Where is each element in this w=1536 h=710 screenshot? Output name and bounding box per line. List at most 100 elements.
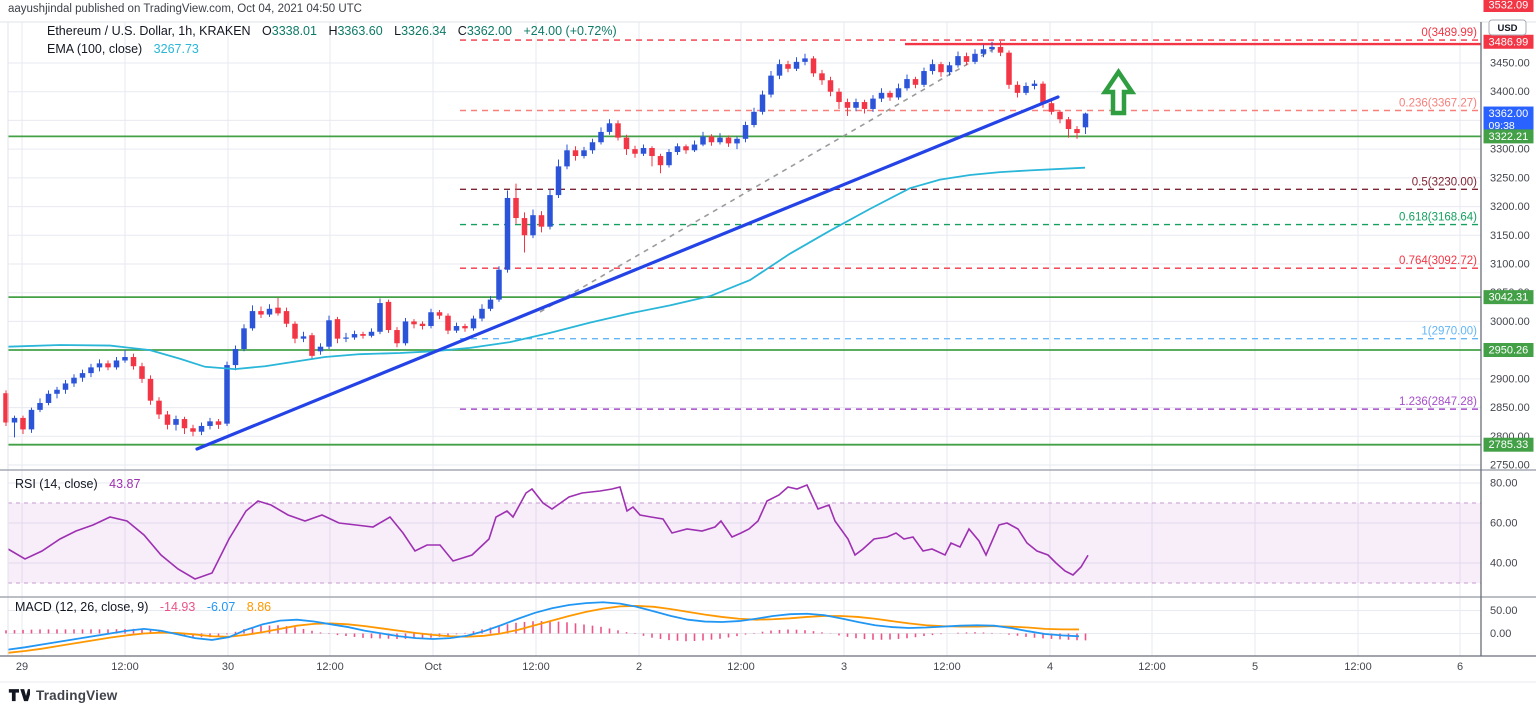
rsi-tick-label: 40.00 (1490, 558, 1518, 570)
time-tick-label: 3 (841, 661, 847, 673)
price-tick-label: 3300.00 (1490, 144, 1530, 156)
candle-body (139, 366, 145, 379)
time-tick-label: 29 (16, 661, 28, 673)
candle-body (836, 91, 842, 103)
time-tick-label: 2 (636, 661, 642, 673)
candle-body (249, 311, 256, 329)
time-tick-label: 12:00 (727, 661, 755, 673)
candle-body (96, 363, 103, 368)
candle-body (11, 417, 18, 423)
currency-toggle[interactable]: USD (1488, 19, 1527, 36)
candle-body (54, 389, 60, 394)
candle-body (181, 419, 188, 429)
candle-body (751, 111, 757, 126)
ema-legend[interactable]: EMA (100, close) 3267.73 (47, 42, 199, 56)
ohlc-high-key: H (328, 24, 338, 38)
candle-body (887, 92, 893, 98)
tradingview-logo[interactable]: TradingView (8, 687, 117, 703)
candle-body (147, 378, 154, 401)
time-tick-label: 12:00 (1344, 661, 1372, 673)
candle-body (283, 311, 290, 324)
candle-body (606, 123, 613, 132)
candle-body (317, 346, 324, 352)
price-badge-text: 3322.21 (1489, 131, 1529, 143)
candle-body (674, 146, 681, 153)
price-badge-text: 2950.26 (1489, 344, 1529, 356)
ohlc-low-value: 3326.34 (401, 24, 447, 38)
macd-label: MACD (12, 26, close, 9) (15, 600, 149, 614)
candle-body (598, 131, 604, 143)
candle-body (742, 125, 749, 139)
rsi-legend[interactable]: RSI (14, close) 43.87 (15, 477, 140, 491)
candle-body (351, 334, 358, 338)
rsi-band (8, 502, 1481, 584)
candle-body (776, 64, 783, 76)
symbol-legend[interactable]: Ethereum / U.S. Dollar, 1h, KRAKEN O3338… (47, 24, 617, 38)
candle-body (878, 92, 885, 99)
time-axis[interactable]: 29 12:00 30 12:00 Oct 12:00 2 12:00 3 12:00 4 12:00… (16, 661, 1463, 673)
candle-body (504, 197, 511, 270)
ema-value: 3267.73 (153, 42, 199, 56)
candle-body (819, 73, 825, 81)
candle-body (266, 308, 273, 315)
candle-body (232, 348, 239, 366)
candle-body (564, 150, 570, 167)
candle-body (402, 321, 409, 344)
partial-price-badge (1483, 0, 1534, 12)
trendline-support[interactable] (195, 95, 1060, 451)
trendline-dashed[interactable] (539, 46, 998, 313)
candle-body (173, 419, 179, 425)
candle-body (368, 331, 375, 336)
candle-body (88, 367, 94, 374)
candle-body (785, 64, 791, 69)
candle-body (989, 46, 995, 50)
up-arrow-annotation[interactable] (1100, 67, 1137, 116)
price-badge-text: 2785.33 (1489, 439, 1529, 451)
candle-body (938, 64, 944, 73)
candle-body (657, 156, 664, 166)
candle-body (700, 136, 706, 145)
change-value: +24.00 (+0.72%) (523, 24, 617, 38)
tradingview-logo-text: TradingView (36, 687, 118, 703)
candle-body (445, 315, 451, 331)
candle-body (453, 326, 460, 331)
candle-body (904, 79, 910, 89)
candle-body (487, 299, 494, 309)
candle-body (436, 312, 443, 316)
macd-tick-label: 0.00 (1490, 628, 1511, 640)
candle-body (309, 335, 315, 356)
candle-body (258, 311, 264, 315)
price-tick-label: 3250.00 (1490, 172, 1530, 184)
macd-legend[interactable]: MACD (12, 26, close, 9) -14.93 -6.07 8.8… (15, 600, 271, 614)
pane-separators[interactable] (0, 21, 1536, 683)
candle-body (666, 152, 672, 166)
candle-body (45, 393, 52, 403)
fib-retracement-lines[interactable] (460, 39, 1481, 410)
candle-body (589, 142, 596, 151)
time-tick-label: 12:00 (522, 661, 550, 673)
time-tick-label: 30 (222, 661, 234, 673)
fib-label: 0.236(3367.27) (1399, 98, 1477, 110)
price-badge-text: 3532.09 (1489, 0, 1529, 12)
candle-body (241, 328, 247, 349)
candle-body (411, 321, 417, 325)
candle-body (555, 166, 562, 196)
macd-line (7, 601, 1080, 651)
candle-body (768, 75, 774, 95)
candle-body (1023, 85, 1029, 93)
fib-label: 0(3489.99) (1421, 27, 1477, 39)
ema-label: EMA (100, close) (47, 42, 143, 56)
price-tick-label: 3100.00 (1490, 259, 1530, 271)
candle-body (827, 80, 834, 92)
ohlc-close-value: 3362.00 (466, 24, 512, 38)
candle-body (623, 137, 630, 150)
candle-body (581, 150, 587, 157)
time-tick-label: 12:00 (933, 661, 961, 673)
candle-body (198, 425, 205, 432)
candle-body (853, 102, 859, 108)
price-tick-label: 3200.00 (1490, 201, 1530, 213)
price-badge (1483, 34, 1534, 49)
fib-labels: 0(3489.99) 0.236(3367.27) 0.5(3230.00) 0.61… (1399, 27, 1477, 408)
